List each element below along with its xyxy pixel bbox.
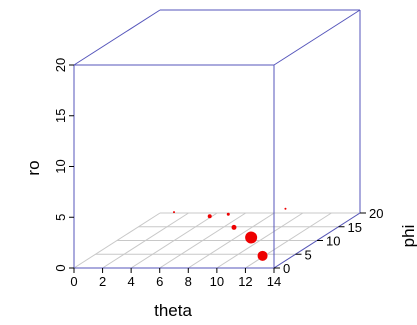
y-axis-label: phi	[399, 225, 417, 248]
bounding-box	[73, 9, 361, 269]
data-point	[284, 207, 287, 210]
data-point	[173, 211, 175, 214]
data-point	[226, 212, 230, 216]
data-point	[231, 224, 237, 230]
y-tick-label: 20	[369, 206, 383, 221]
z-tick-label: 10	[53, 159, 68, 173]
x-tick-label: 10	[210, 274, 224, 289]
box-edge	[73, 9, 161, 66]
y-tick-label: 10	[326, 234, 340, 249]
x-tick-label: 2	[99, 274, 106, 289]
data-point	[245, 231, 258, 244]
data-points	[173, 207, 287, 261]
data-point	[207, 214, 212, 219]
y-tick-label: 15	[348, 220, 362, 235]
x-tick-label: 4	[128, 274, 135, 289]
x-tick-label: 0	[70, 274, 77, 289]
z-tick-label: 15	[53, 109, 68, 123]
x-tick-label: 12	[238, 274, 252, 289]
data-point	[257, 250, 268, 261]
z-axis-label: ro	[24, 160, 43, 175]
x-tick-label: 6	[156, 274, 163, 289]
x-tick-label: 8	[185, 274, 192, 289]
box-edge	[273, 9, 361, 66]
z-tick-label: 20	[53, 58, 68, 72]
x-axis-label: theta	[154, 301, 192, 320]
y-tick-label: 5	[305, 247, 312, 262]
y-tick-label: 0	[283, 261, 290, 276]
z-tick-label: 0	[53, 264, 68, 271]
z-tick-label: 5	[53, 214, 68, 221]
x-tick-label: 14	[267, 274, 281, 289]
